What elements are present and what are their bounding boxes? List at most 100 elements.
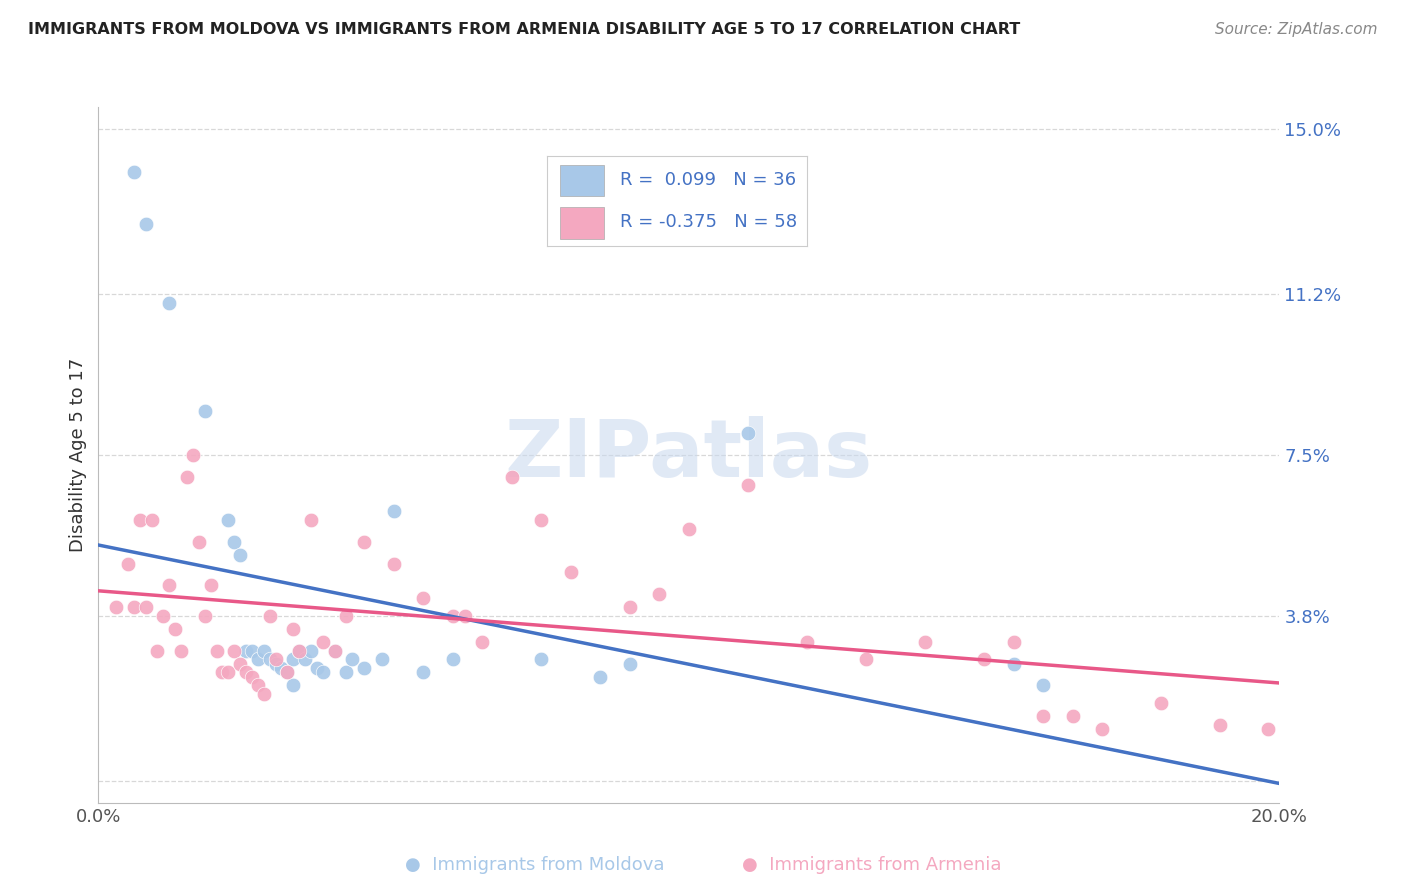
Point <box>1091 722 1114 736</box>
Point <box>217 513 239 527</box>
Point <box>253 687 276 701</box>
Y-axis label: Disability Age 5 to 17: Disability Age 5 to 17 <box>69 358 87 552</box>
Point <box>973 652 995 666</box>
Point <box>453 608 475 623</box>
Point <box>270 661 292 675</box>
Point <box>283 678 305 692</box>
Point <box>530 652 553 666</box>
Point <box>530 513 553 527</box>
Point <box>335 665 357 680</box>
Point <box>122 600 145 615</box>
Point <box>152 608 174 623</box>
Point <box>371 652 394 666</box>
Point <box>353 534 375 549</box>
Point <box>217 665 239 680</box>
Point <box>589 670 612 684</box>
Point <box>1032 678 1054 692</box>
Point <box>335 608 357 623</box>
Point <box>1150 696 1173 710</box>
Point <box>117 557 139 571</box>
Point <box>1257 722 1279 736</box>
Point <box>288 643 311 657</box>
Point <box>382 504 405 518</box>
Point <box>246 678 269 692</box>
Point <box>412 665 434 680</box>
Point <box>141 513 163 527</box>
Point <box>170 643 193 657</box>
Point <box>1002 657 1025 671</box>
Point <box>105 600 128 615</box>
Point <box>157 295 180 310</box>
Point <box>914 635 936 649</box>
Point <box>165 622 187 636</box>
Point <box>342 652 364 666</box>
Point <box>294 652 316 666</box>
Point <box>276 665 298 680</box>
Point <box>194 608 217 623</box>
Point <box>235 665 257 680</box>
Point <box>412 591 434 606</box>
Point <box>235 643 257 657</box>
Point <box>181 448 204 462</box>
Point <box>441 652 464 666</box>
Point <box>619 657 641 671</box>
Point <box>246 652 269 666</box>
Point <box>323 643 346 657</box>
Text: ●  Immigrants from Armenia: ● Immigrants from Armenia <box>742 856 1001 874</box>
Point <box>299 513 322 527</box>
Point <box>678 522 700 536</box>
Point <box>299 643 322 657</box>
Point <box>323 643 346 657</box>
Point <box>276 665 298 680</box>
Point <box>283 622 305 636</box>
Point <box>382 557 405 571</box>
Point <box>1032 708 1054 723</box>
Point <box>737 426 759 441</box>
Point <box>259 608 281 623</box>
Point <box>135 218 157 232</box>
Point <box>146 643 169 657</box>
Point <box>471 635 494 649</box>
Point <box>176 469 198 483</box>
Point <box>1002 635 1025 649</box>
Point <box>264 652 287 666</box>
Point <box>229 657 252 671</box>
Point <box>205 643 228 657</box>
Point <box>253 643 276 657</box>
Point <box>187 534 209 549</box>
Point <box>288 643 311 657</box>
Point <box>796 635 818 649</box>
Point <box>619 600 641 615</box>
Point <box>122 165 145 179</box>
Point <box>240 670 263 684</box>
Point <box>312 665 335 680</box>
Point <box>1062 708 1084 723</box>
Point <box>211 665 233 680</box>
Point <box>353 661 375 675</box>
Point <box>157 578 180 592</box>
Text: IMMIGRANTS FROM MOLDOVA VS IMMIGRANTS FROM ARMENIA DISABILITY AGE 5 TO 17 CORREL: IMMIGRANTS FROM MOLDOVA VS IMMIGRANTS FR… <box>28 22 1021 37</box>
Point <box>135 600 157 615</box>
Point <box>259 652 281 666</box>
Point <box>200 578 222 592</box>
Point <box>264 657 287 671</box>
Text: ●  Immigrants from Moldova: ● Immigrants from Moldova <box>405 856 664 874</box>
Point <box>1209 717 1232 731</box>
Point <box>560 566 582 580</box>
Point <box>305 661 328 675</box>
Point <box>128 513 150 527</box>
Point <box>224 643 246 657</box>
Text: ZIPatlas: ZIPatlas <box>505 416 873 494</box>
Point <box>224 534 246 549</box>
Point <box>229 548 252 562</box>
Point <box>194 404 217 418</box>
Point <box>441 608 464 623</box>
Point <box>648 587 671 601</box>
Point <box>737 478 759 492</box>
Point <box>312 635 335 649</box>
Text: Source: ZipAtlas.com: Source: ZipAtlas.com <box>1215 22 1378 37</box>
Point <box>283 652 305 666</box>
Point <box>501 469 523 483</box>
Point <box>240 643 263 657</box>
Point <box>855 652 877 666</box>
